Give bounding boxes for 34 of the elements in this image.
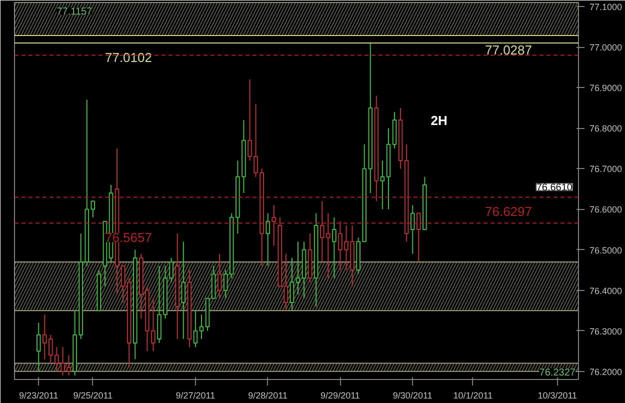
y-tick-label: 77.0000 (590, 42, 622, 53)
candlestick (217, 253, 222, 299)
x-tick-label: 9/25/2011 (73, 390, 113, 400)
y-tick-label: 76.3000 (590, 326, 622, 336)
annotation: 2H (430, 113, 448, 128)
y-tick-label: 77.1000 (590, 2, 622, 12)
y-tick-label: 76.4000 (590, 286, 622, 296)
x-tick-label: 9/29/2011 (320, 390, 360, 400)
x-tick-label: 9/30/2011 (392, 390, 432, 400)
y-tick-label: 76.6000 (590, 204, 622, 215)
y-tick-label: 76.5000 (590, 245, 622, 256)
ref-line-label: 77.0287 (485, 42, 532, 58)
x-tick-label: 9/27/2011 (176, 390, 216, 400)
candlestick (120, 265, 126, 303)
ref-line-label: 76.5657 (104, 230, 152, 246)
candlestick (380, 160, 385, 210)
x-tick-label: 9/28/2011 (248, 390, 288, 400)
candlestick (296, 241, 300, 295)
x-tick-label: 10/3/2011 (538, 390, 578, 400)
candlestick (284, 253, 288, 312)
ref-line-label: 76.6297 (485, 204, 532, 220)
candlestick (199, 314, 204, 340)
candlestick (290, 257, 294, 312)
x-tick-label: 10/1/2011 (453, 390, 493, 400)
x-tick-label: 9/23/2011 (18, 390, 58, 400)
y-tick-label: 76.2000 (590, 366, 622, 377)
y-tick-label: 76.8000 (590, 124, 622, 134)
band-label: 77.1157 (56, 6, 93, 18)
y-tick-label: 76.9000 (590, 83, 622, 94)
y-tick-label: 76.7000 (590, 164, 622, 174)
candlestick (193, 310, 198, 348)
band-label: 76.2327 (539, 367, 576, 378)
candlestick (90, 200, 96, 218)
annotation: 76.6610 (536, 182, 573, 194)
